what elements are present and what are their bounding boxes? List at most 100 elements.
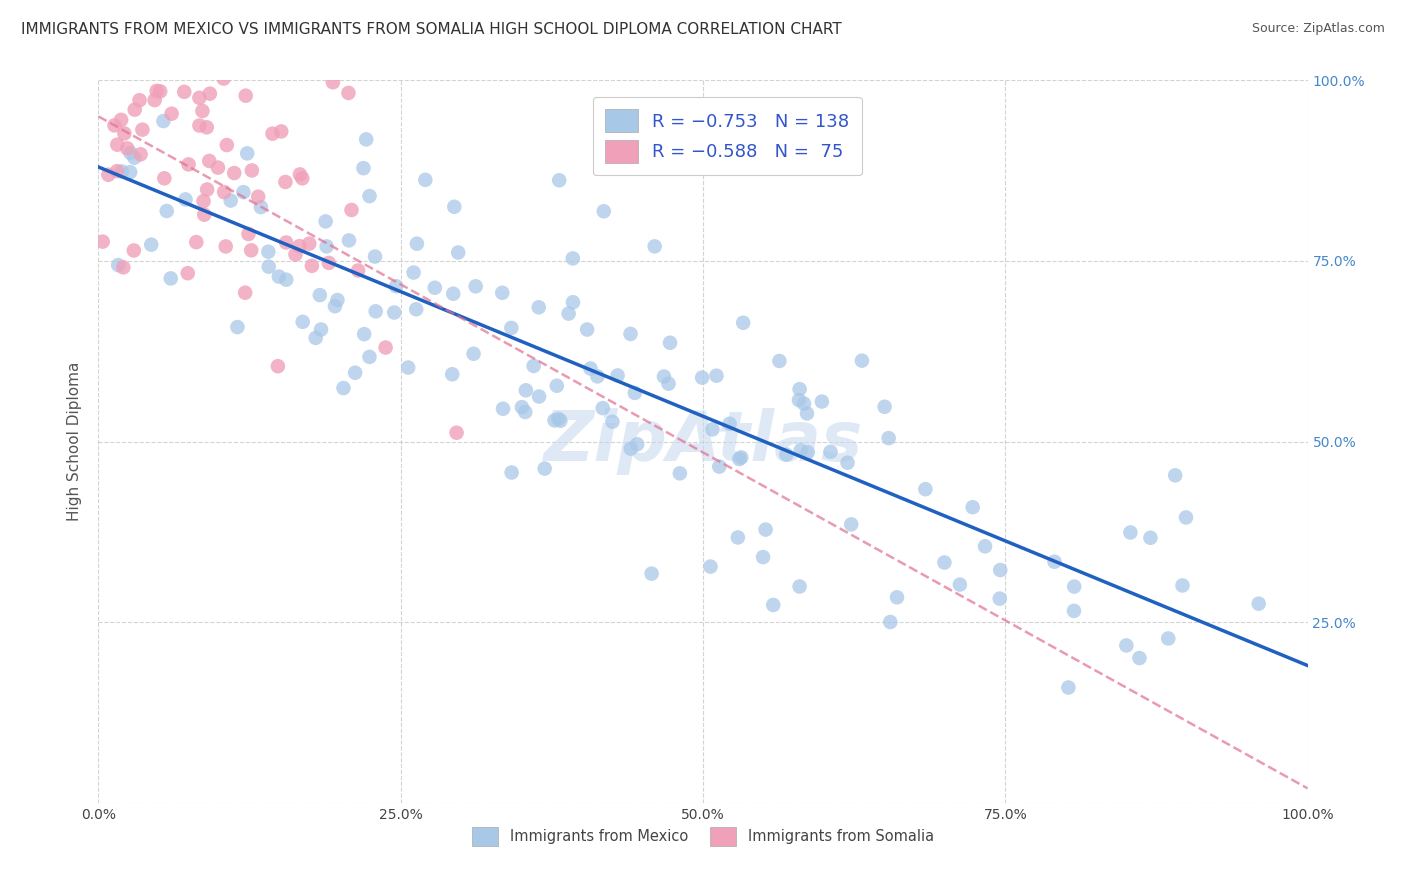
- Point: [441, 286, 464, 301]
- Point: [718, 417, 741, 431]
- Point: [107, 56, 129, 70]
- Point: [762, 598, 785, 612]
- Point: [515, 384, 537, 398]
- Point: [290, 49, 312, 63]
- Point: [533, 461, 555, 475]
- Point: [177, 157, 200, 171]
- Point: [111, 50, 134, 64]
- Point: [988, 563, 1011, 577]
- Point: [232, 185, 254, 199]
- Point: [877, 431, 900, 445]
- Point: [94, 37, 117, 51]
- Text: ZipAtlas: ZipAtlas: [543, 408, 863, 475]
- Point: [851, 353, 873, 368]
- Point: [111, 164, 134, 178]
- Point: [174, 193, 197, 207]
- Point: [447, 245, 470, 260]
- Point: [288, 168, 311, 182]
- Point: [149, 84, 172, 98]
- Point: [245, 37, 267, 51]
- Point: [974, 539, 997, 553]
- Point: [620, 442, 643, 456]
- Point: [332, 381, 354, 395]
- Point: [160, 106, 183, 120]
- Point: [796, 406, 818, 420]
- Point: [811, 394, 834, 409]
- Point: [105, 164, 128, 178]
- Point: [644, 239, 666, 253]
- Point: [988, 591, 1011, 606]
- Point: [789, 443, 811, 458]
- Point: [1128, 651, 1150, 665]
- Point: [789, 579, 811, 593]
- Point: [464, 279, 486, 293]
- Point: [1063, 580, 1085, 594]
- Point: [576, 322, 599, 336]
- Point: [291, 315, 314, 329]
- Point: [195, 120, 218, 135]
- Point: [619, 326, 641, 341]
- Point: [886, 591, 908, 605]
- Point: [879, 615, 901, 629]
- Point: [315, 214, 337, 228]
- Point: [402, 266, 425, 280]
- Point: [143, 93, 166, 107]
- Point: [352, 161, 374, 176]
- Point: [382, 305, 405, 319]
- Point: [188, 91, 211, 105]
- Point: [291, 171, 314, 186]
- Point: [730, 450, 752, 465]
- Point: [212, 185, 235, 199]
- Point: [153, 171, 176, 186]
- Point: [364, 250, 387, 264]
- Point: [752, 550, 775, 565]
- Point: [548, 173, 571, 187]
- Point: [309, 322, 332, 336]
- Text: Source: ZipAtlas.com: Source: ZipAtlas.com: [1251, 22, 1385, 36]
- Point: [1057, 681, 1080, 695]
- Point: [949, 577, 972, 591]
- Point: [820, 445, 842, 459]
- Point: [103, 119, 125, 133]
- Point: [240, 244, 263, 258]
- Point: [839, 517, 862, 532]
- Point: [523, 359, 546, 373]
- Point: [353, 327, 375, 342]
- Point: [198, 87, 221, 101]
- Point: [240, 163, 263, 178]
- Point: [215, 239, 238, 253]
- Point: [97, 168, 120, 182]
- Point: [262, 127, 284, 141]
- Point: [276, 235, 298, 250]
- Point: [775, 448, 797, 462]
- Point: [347, 263, 370, 277]
- Point: [129, 147, 152, 161]
- Y-axis label: High School Diploma: High School Diploma: [67, 362, 83, 521]
- Point: [501, 321, 523, 335]
- Point: [110, 112, 132, 127]
- Point: [443, 200, 465, 214]
- Point: [124, 151, 146, 165]
- Point: [606, 368, 628, 383]
- Point: [406, 236, 429, 251]
- Point: [354, 132, 377, 146]
- Point: [873, 400, 896, 414]
- Point: [837, 456, 859, 470]
- Point: [267, 269, 290, 284]
- Point: [359, 189, 381, 203]
- Point: [657, 376, 679, 391]
- Point: [557, 307, 579, 321]
- Point: [702, 422, 724, 436]
- Point: [586, 369, 609, 384]
- Point: [284, 247, 307, 261]
- Point: [188, 119, 211, 133]
- Point: [305, 331, 328, 345]
- Point: [235, 88, 257, 103]
- Point: [733, 316, 755, 330]
- Point: [592, 204, 614, 219]
- Point: [186, 235, 208, 249]
- Point: [131, 122, 153, 136]
- Point: [797, 445, 820, 459]
- Point: [174, 37, 197, 51]
- Point: [120, 165, 142, 179]
